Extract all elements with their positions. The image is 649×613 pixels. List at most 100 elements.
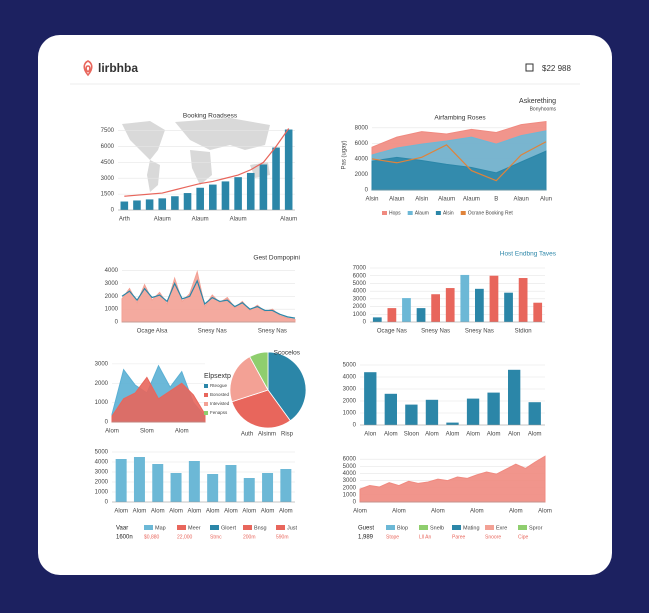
bar: [133, 200, 141, 210]
y-tick-label: 4000: [343, 471, 357, 477]
x-tick-label: Alaun: [389, 197, 404, 203]
y-tick-label: 1000: [343, 411, 357, 417]
y-tick-label: 0: [105, 500, 109, 506]
bar: [262, 473, 274, 502]
legend-label: Intevisted: [210, 401, 230, 406]
x-tick-label: Alaun: [513, 197, 528, 203]
y-tick-label: 4000: [355, 156, 369, 162]
y-tick-label: 3000: [101, 176, 115, 182]
bar: [209, 184, 217, 210]
footer-value: 1600n: [116, 535, 133, 541]
bar: [487, 392, 500, 425]
y-tick-label: 2000: [355, 172, 369, 178]
x-tick-label: Alom: [175, 429, 189, 435]
x-tick-label: Alaum: [463, 197, 480, 203]
footer-swatch: [419, 525, 428, 530]
bar: [196, 187, 204, 210]
bar: [446, 422, 459, 425]
y-tick-label: 1000: [353, 312, 367, 318]
header-icon[interactable]: [525, 63, 534, 72]
footer-item-value: 590m: [276, 534, 289, 540]
bar: [402, 298, 411, 322]
map-land: [175, 118, 270, 150]
bar: [188, 461, 200, 502]
x-tick-label: Alun: [540, 197, 552, 203]
bar: [518, 278, 528, 322]
footer-swatch: [518, 525, 527, 530]
x-tick-label: Alom: [188, 509, 202, 515]
footer-item-value: Lll An: [419, 534, 431, 540]
footer-item-value: Strnc: [210, 534, 222, 540]
map-land: [147, 160, 160, 192]
legend-label: Fenapss: [210, 410, 228, 415]
bar: [234, 177, 242, 210]
x-tick-label: Alom: [105, 429, 119, 435]
bar: [466, 398, 480, 425]
footer-item-value: $0,880: [144, 534, 160, 540]
bar: [384, 393, 397, 425]
y-tick-label: 2000: [95, 381, 109, 387]
footer-item-name: Mating: [463, 525, 480, 531]
x-tick-label: Arth: [119, 217, 130, 223]
logo-text[interactable]: lirbhba: [98, 61, 138, 75]
footer-title: Guest: [358, 526, 374, 532]
y-tick-label: 0: [353, 423, 357, 429]
chart-note: Bonyhooms: [530, 106, 557, 112]
chart-title: Airfambing Roses: [434, 115, 486, 122]
footer-swatch: [452, 525, 461, 530]
x-tick-label: Alom: [242, 509, 256, 515]
footer-item-name: Blop: [397, 525, 408, 531]
y-tick-label: 2000: [353, 304, 367, 310]
x-tick-label: Sloon: [404, 432, 419, 438]
y-tick-label: 0: [365, 188, 369, 194]
footer-item-value: 22,000: [177, 534, 193, 540]
x-tick-label: Alom: [487, 432, 501, 438]
footer-swatch: [210, 525, 219, 530]
footer-item-value: 200m: [243, 534, 256, 540]
footer-item-name: Exre: [496, 525, 507, 531]
x-tick-label: Alom: [353, 509, 367, 515]
footer-item-value: Paree: [452, 534, 466, 540]
map-land: [190, 150, 212, 185]
legend-swatch: [204, 384, 208, 388]
legend-swatch: [407, 211, 413, 215]
footer-item-name: Spror: [529, 525, 543, 531]
bar: [364, 372, 377, 425]
y-tick-label: 0: [105, 420, 109, 426]
y-tick-label: 3000: [353, 296, 367, 302]
x-tick-label: Alsin: [365, 197, 378, 203]
x-tick-label: Alaum: [438, 197, 455, 203]
pie-footer-label: Auth: [241, 432, 253, 438]
footer-title: Vaar: [116, 526, 128, 532]
footer-item-name: Just: [287, 525, 298, 531]
bar: [246, 172, 255, 210]
bar: [243, 478, 255, 502]
y-tick-label: 4500: [101, 160, 115, 166]
y-tick-label: 1000: [95, 490, 109, 496]
bar: [272, 147, 280, 210]
x-tick-label: Alom: [425, 432, 439, 438]
bar: [460, 274, 470, 322]
x-tick-label: Alom: [392, 509, 406, 515]
bar: [489, 275, 499, 322]
y-tick-label: 8000: [355, 125, 369, 131]
x-tick-label: Alom: [206, 509, 220, 515]
x-tick-label: Alaum: [280, 217, 297, 223]
y-tick-label: 4000: [353, 289, 367, 295]
x-tick-label: Alom: [114, 509, 128, 515]
y-tick-label: 2000: [343, 485, 357, 491]
chart-title: Host Endbng Taves: [500, 251, 557, 258]
bar: [431, 294, 440, 322]
y-tick-label: 4000: [105, 268, 119, 274]
y-axis-label: Pas (ugay): [342, 140, 348, 169]
y-tick-label: 7500: [101, 128, 115, 134]
x-tick-label: Alom: [446, 432, 460, 438]
footer-swatch: [144, 525, 153, 530]
bar: [221, 181, 230, 210]
footer-item-name: Meer: [188, 525, 201, 531]
legend-label: Alaum: [415, 210, 429, 216]
legend-swatch: [204, 402, 208, 406]
y-tick-label: 0: [115, 320, 119, 326]
y-tick-label: 0: [111, 208, 115, 214]
footer-item-name: Snelb: [430, 525, 444, 531]
